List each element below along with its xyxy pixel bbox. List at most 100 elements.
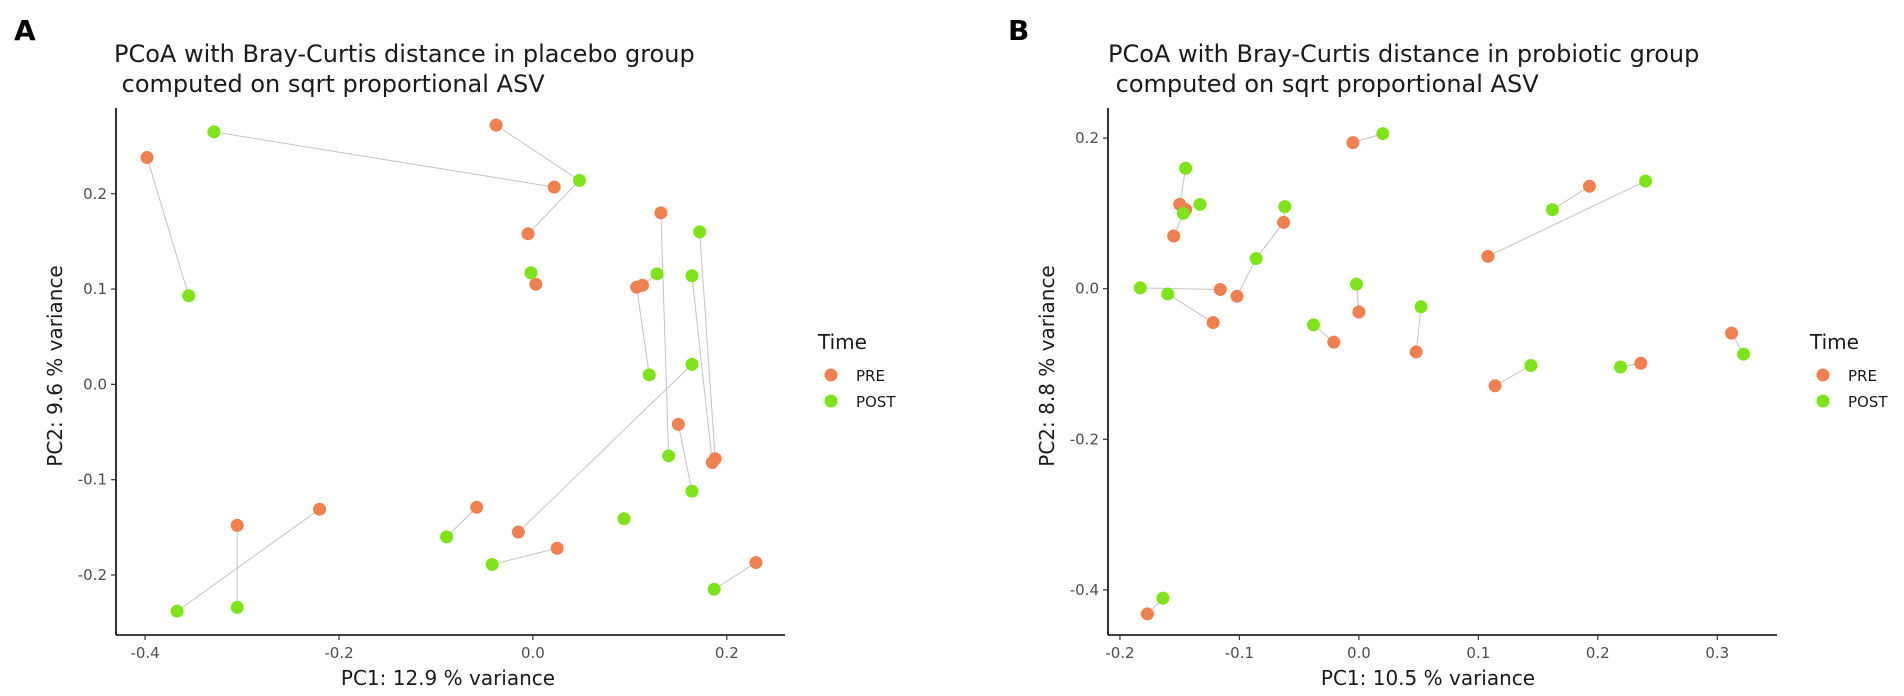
point-post: [485, 557, 499, 571]
point-pre: [1327, 335, 1341, 349]
point-pre: [654, 206, 668, 220]
point-pre: [489, 118, 503, 132]
point-pre: [1634, 356, 1648, 370]
point-post: [440, 530, 454, 544]
legend: Time PRE POST: [817, 330, 896, 411]
x-axis-label: PC1: 12.9 % variance: [341, 666, 555, 690]
point-post: [1306, 318, 1320, 332]
y-tick-label: 0.0: [83, 375, 107, 393]
x-tick-label: -0.1: [1225, 644, 1254, 662]
point-post: [1179, 161, 1193, 175]
point-post: [685, 269, 699, 283]
pair-line: [1494, 365, 1532, 387]
pair-line: [699, 231, 716, 459]
x-tick-label: -0.2: [324, 644, 353, 662]
point-post: [1737, 347, 1751, 361]
pair-line: [527, 180, 580, 235]
x-tick-label: 0.1: [1466, 644, 1490, 662]
y-axis-label: PC2: 9.6 % variance: [43, 265, 67, 466]
point-post: [1156, 591, 1170, 605]
y-tick-label: -0.1: [78, 471, 107, 489]
pair-line: [1140, 287, 1221, 290]
x-tick-label: -0.4: [130, 644, 159, 662]
legend-pre-label: PRE: [856, 367, 885, 385]
pair-line: [713, 562, 757, 590]
point-post: [1176, 206, 1190, 220]
pair-line: [146, 157, 190, 296]
pair-line: [446, 506, 478, 538]
point-post: [1524, 358, 1538, 372]
points: [1133, 127, 1751, 621]
chart-title-line-1: PCoA with Bray-Curtis distance in placeb…: [114, 40, 695, 68]
point-pre: [635, 278, 649, 292]
chart-title-line-2: computed on sqrt proportional ASV: [114, 70, 545, 98]
point-pre: [1206, 316, 1220, 330]
point-pre: [470, 500, 484, 514]
y-tick-label: 0.2: [83, 185, 107, 203]
point-post: [685, 484, 699, 498]
panel-letter-b: B: [1008, 14, 1029, 47]
point-pre: [1140, 607, 1154, 621]
point-pre: [1230, 289, 1244, 303]
point-pre: [547, 180, 561, 194]
x-tick-label: 0.0: [1347, 644, 1371, 662]
panel-b: B PCoA with Bray-Curtis distance in prob…: [1008, 14, 1888, 690]
legend-pre-label: PRE: [1848, 367, 1877, 385]
y-axis-label: PC2: 8.8 % variance: [1035, 265, 1059, 466]
point-post: [693, 225, 707, 239]
point-post: [707, 582, 721, 596]
point-pre: [313, 502, 327, 516]
point-post: [524, 266, 538, 280]
point-post: [170, 604, 184, 618]
chart-title-line-2: computed on sqrt proportional ASV: [1108, 70, 1539, 98]
x-tick-label: 0.0: [521, 644, 545, 662]
point-post: [617, 512, 631, 526]
legend-post-swatch: [824, 394, 838, 408]
point-pre: [705, 456, 719, 470]
y-tick-label: -0.2: [1070, 430, 1099, 448]
point-post: [1349, 277, 1363, 291]
x-axis-label: PC1: 10.5 % variance: [1321, 666, 1535, 690]
point-post: [572, 173, 586, 187]
point-post: [1614, 360, 1628, 374]
pair-line: [1167, 293, 1214, 323]
point-pre: [511, 525, 525, 539]
point-pre: [749, 556, 763, 570]
point-post: [650, 267, 664, 281]
point-pre: [1277, 215, 1291, 229]
point-post: [1545, 203, 1559, 217]
pair-line: [1487, 180, 1646, 257]
pair-line: [691, 275, 713, 463]
point-pre: [550, 541, 564, 555]
pair-line: [495, 124, 580, 181]
legend-title: Time: [1809, 330, 1859, 354]
legend-post-label: POST: [856, 393, 896, 411]
point-post: [685, 357, 699, 371]
point-post: [642, 368, 656, 382]
point-post: [1161, 287, 1175, 301]
point-pre: [140, 151, 154, 165]
point-pre: [1409, 345, 1423, 359]
y-tick-label: 0.0: [1075, 280, 1099, 298]
x-tick-label: 0.2: [715, 644, 739, 662]
pair-line: [518, 363, 693, 533]
pair-line: [1552, 185, 1590, 211]
point-pre: [1352, 305, 1366, 319]
pair-lines: [146, 124, 757, 612]
pair-line: [176, 508, 320, 612]
point-pre: [1213, 282, 1227, 296]
point-pre: [230, 518, 244, 532]
pair-line: [492, 547, 558, 565]
point-post: [1249, 252, 1263, 266]
axes: -0.2 -0.1 0.0 0.1 0.2 0.3 -0.4 -0.2 0.0 0.2: [1070, 108, 1777, 662]
point-pre: [521, 227, 535, 241]
points: [140, 118, 763, 618]
legend-pre-swatch: [1816, 368, 1830, 382]
point-post: [1414, 300, 1428, 314]
panel-letter-a: A: [14, 14, 36, 47]
axes: -0.4 -0.2 0.0 0.2 -0.2 -0.1 0.0 0.1 0.2: [78, 108, 785, 662]
point-pre: [529, 277, 543, 291]
pair-line: [1415, 306, 1422, 352]
point-pre: [1167, 229, 1181, 243]
